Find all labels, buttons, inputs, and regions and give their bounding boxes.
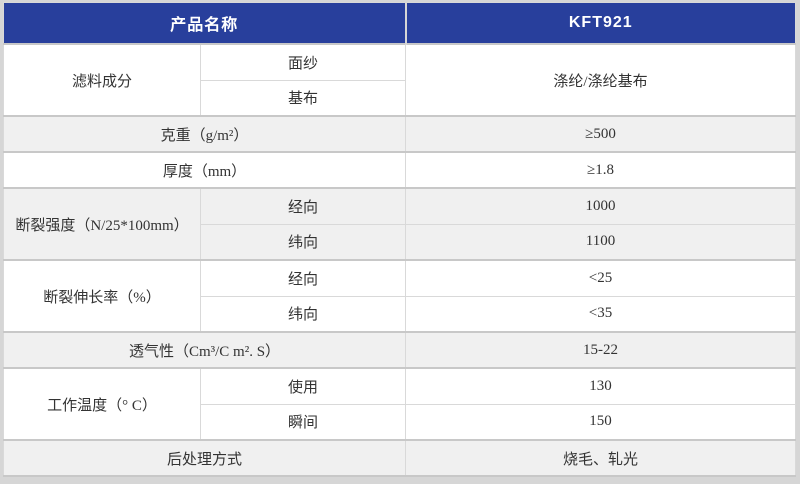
spec-value: ≥500	[405, 115, 797, 153]
spec-group-label: 克重（g/m²）	[2, 115, 407, 153]
table-header-row: 产品名称 KFT921	[3, 2, 796, 44]
table-row: 纬向 1100	[4, 223, 797, 261]
spec-value: 150	[405, 403, 797, 441]
spec-value: 1000	[405, 187, 797, 225]
table-row: 工作温度（° C） 使用 130	[3, 367, 797, 441]
table-row: 断裂伸长率（%） 经向 <25	[3, 259, 797, 333]
spec-value: <25	[405, 259, 797, 297]
table-row: 克重（g/m²） ≥500	[2, 115, 797, 153]
table-row: 滤料成分 面纱 涤纶/涤纶基布	[3, 43, 797, 117]
spec-value: 1100	[405, 223, 797, 261]
table-row: 基布	[4, 79, 796, 117]
spec-sub-label: 瞬间	[199, 403, 407, 441]
spec-value: 130	[405, 367, 797, 405]
spec-group-label: 透气性（Cm³/C m². S）	[2, 331, 407, 369]
spec-sub-label: 基布	[199, 79, 407, 117]
spec-sub-label: 经向	[199, 187, 407, 225]
spec-value: <35	[405, 295, 797, 333]
spec-sub-label: 纬向	[199, 223, 407, 261]
spec-sub-label: 经向	[199, 259, 407, 297]
spec-value: 15-22	[405, 331, 797, 369]
spec-value: ≥1.8	[405, 151, 797, 189]
table-row: 瞬间 150	[4, 403, 797, 441]
spec-group-label: 厚度（mm）	[2, 151, 407, 189]
table-row: 透气性（Cm³/C m². S） 15-22	[2, 331, 797, 369]
spec-sub-label: 面纱	[199, 43, 407, 81]
spec-group-label: 断裂强度（N/25*100mm）	[3, 187, 201, 261]
spec-sub-label: 使用	[199, 367, 407, 405]
table-row: 纬向 <35	[4, 295, 797, 333]
spec-group-label: 后处理方式	[2, 439, 407, 477]
header-product-name-cell: 产品名称	[3, 2, 406, 44]
spec-group-label: 工作温度（° C）	[3, 367, 201, 441]
table-row: 后处理方式 烧毛、轧光	[2, 439, 797, 477]
spec-group-label: 断裂伸长率（%）	[3, 259, 201, 333]
product-spec-table: 产品名称 KFT921 滤料成分 面纱 涤纶/涤纶基布 基布 克重（g/m²） …	[2, 2, 797, 477]
spec-value: 烧毛、轧光	[405, 439, 797, 477]
table-row: 断裂强度（N/25*100mm） 经向 1000	[3, 187, 797, 261]
header-product-model-cell: KFT921	[404, 2, 796, 44]
spec-sub-label: 纬向	[199, 295, 407, 333]
spec-value: 涤纶/涤纶基布	[405, 43, 797, 117]
table-row: 厚度（mm） ≥1.8	[2, 151, 797, 189]
spec-group-label: 滤料成分	[3, 43, 201, 117]
